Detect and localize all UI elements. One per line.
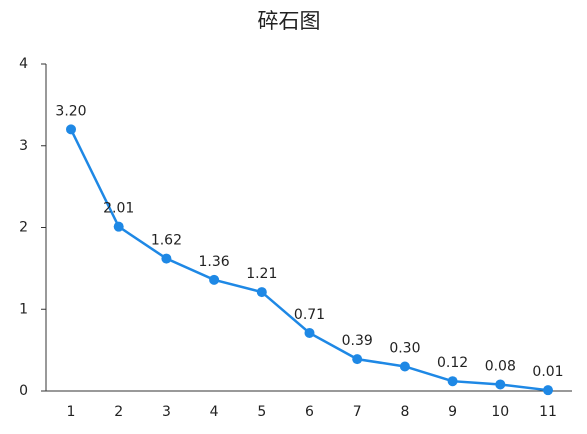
data-label: 0.71	[294, 307, 325, 323]
y-tick-label: 0	[19, 383, 28, 399]
data-label: 0.39	[342, 333, 373, 349]
x-tick-label: 7	[353, 404, 362, 420]
data-label: 0.08	[485, 358, 516, 374]
data-label: 0.30	[389, 340, 420, 356]
data-point	[304, 327, 315, 338]
y-tick-label: 4	[19, 56, 28, 72]
data-label: 1.21	[246, 266, 277, 282]
data-label: 2.01	[103, 201, 134, 217]
data-label: 3.20	[55, 103, 86, 119]
data-point	[399, 361, 410, 372]
data-point	[256, 287, 267, 298]
x-tick-label: 5	[257, 404, 266, 420]
series-line	[69, 128, 549, 392]
data-point	[495, 379, 506, 390]
data-label: 0.12	[437, 355, 468, 371]
x-tick-label: 8	[400, 404, 409, 420]
data-point	[447, 376, 458, 387]
y-tick-label: 2	[19, 220, 28, 236]
x-tick-label: 9	[448, 404, 457, 420]
data-label: 1.62	[151, 233, 182, 249]
x-tick-label: 6	[305, 404, 314, 420]
data-point	[113, 221, 124, 232]
data-point	[66, 124, 76, 135]
data-point	[209, 274, 220, 285]
chart-title: 碎石图	[258, 9, 321, 33]
data-label: 0.01	[532, 364, 563, 380]
x-tick-label: 3	[162, 404, 171, 420]
x-tick-label: 4	[210, 404, 219, 420]
x-tick-label: 10	[491, 404, 509, 420]
y-tick-label: 3	[19, 138, 28, 154]
data-label: 1.36	[199, 254, 230, 270]
data-point	[543, 385, 553, 396]
data-point	[352, 354, 363, 365]
x-tick-label: 1	[67, 404, 76, 420]
y-tick-label: 1	[19, 301, 28, 317]
x-tick-label: 2	[114, 404, 123, 420]
x-tick-label: 11	[539, 404, 557, 420]
data-point	[161, 253, 172, 264]
